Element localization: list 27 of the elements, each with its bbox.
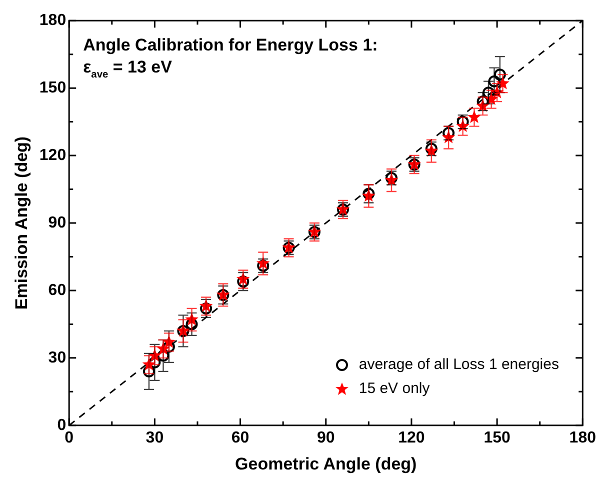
x-tick-label: 90	[316, 429, 335, 446]
x-axis-title: Geometric Angle (deg)	[235, 454, 417, 474]
x-tick-label: 150	[484, 429, 511, 446]
y-tick-label: 60	[48, 282, 66, 299]
point	[186, 318, 198, 330]
x-tick-label: 60	[231, 429, 250, 446]
legend-label: average of all Loss 1 energies	[358, 355, 559, 375]
point	[488, 75, 500, 88]
text: Angle Calibration for Energy Loss 1:	[83, 36, 378, 55]
point	[200, 302, 212, 314]
point	[142, 365, 155, 378]
y-tick-label: 0	[57, 416, 66, 434]
x-tick-label: 180	[569, 429, 596, 446]
point	[237, 275, 250, 288]
y-tick-label: 30	[48, 349, 66, 366]
point	[157, 350, 170, 362]
point	[148, 356, 161, 368]
x-tick-label: 120	[398, 429, 425, 446]
legend-label: 15 eV only	[358, 379, 430, 399]
y-tick-label: 90	[48, 214, 66, 232]
x-tick-label: 30	[146, 429, 164, 446]
y-axis-title: Emission Angle (deg)	[12, 136, 31, 310]
point	[494, 68, 506, 81]
y-tick-label: 150	[39, 79, 66, 96]
y-tick-label: 120	[39, 146, 66, 164]
point	[162, 340, 175, 353]
y-tick-label: 180	[39, 12, 66, 30]
